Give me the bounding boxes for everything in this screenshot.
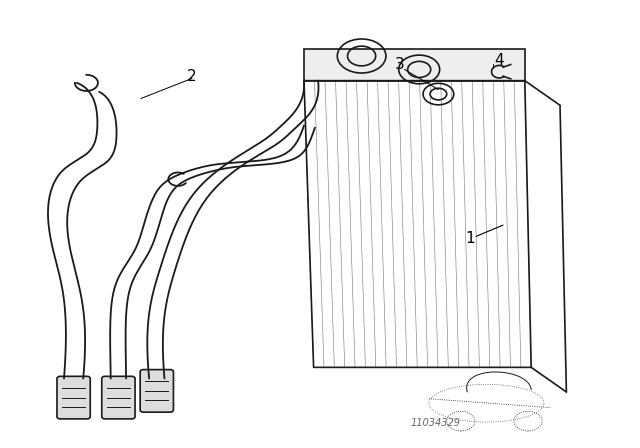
Text: 3: 3 bbox=[395, 57, 405, 73]
Text: 11034329: 11034329 bbox=[410, 418, 460, 428]
Text: 1: 1 bbox=[465, 231, 476, 246]
FancyBboxPatch shape bbox=[102, 376, 135, 419]
Text: 2: 2 bbox=[187, 69, 197, 84]
Text: 4: 4 bbox=[494, 53, 504, 68]
FancyBboxPatch shape bbox=[304, 49, 525, 81]
FancyBboxPatch shape bbox=[57, 376, 90, 419]
FancyBboxPatch shape bbox=[140, 370, 173, 412]
